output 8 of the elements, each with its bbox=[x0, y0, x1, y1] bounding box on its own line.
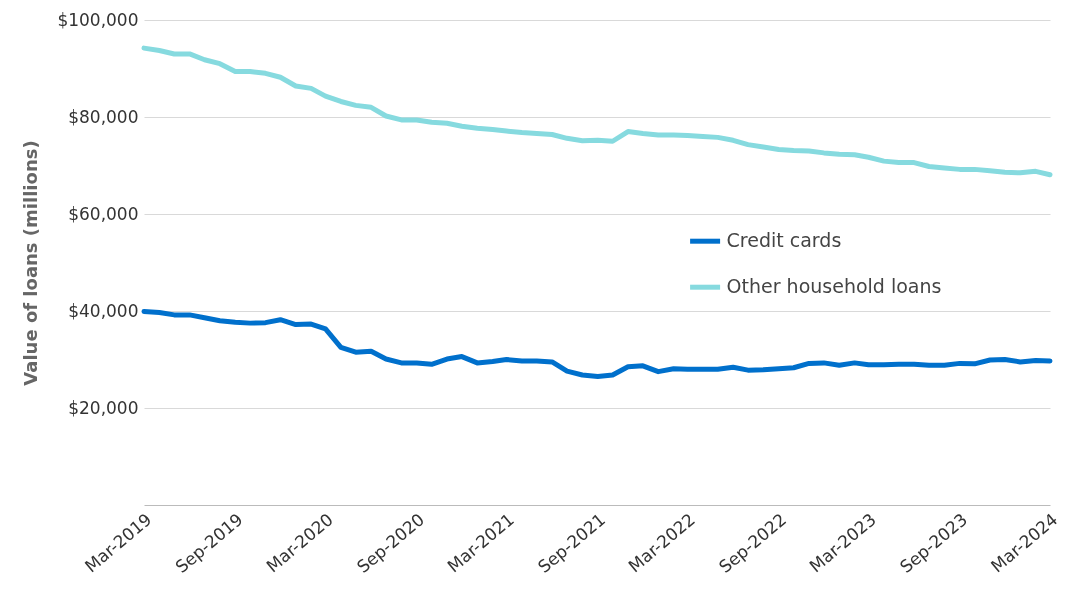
legend-label: Other household loans bbox=[726, 275, 942, 298]
y-tick-label: $60,000 bbox=[68, 203, 139, 224]
y-tick-label: $100,000 bbox=[57, 9, 139, 30]
y-axis-title: Value of loans (millions) bbox=[20, 140, 42, 386]
y-tick-label: $20,000 bbox=[68, 397, 139, 418]
y-tick-label: $40,000 bbox=[68, 300, 139, 321]
legend-label: Credit cards bbox=[726, 229, 842, 252]
y-tick-label: $80,000 bbox=[68, 106, 139, 127]
